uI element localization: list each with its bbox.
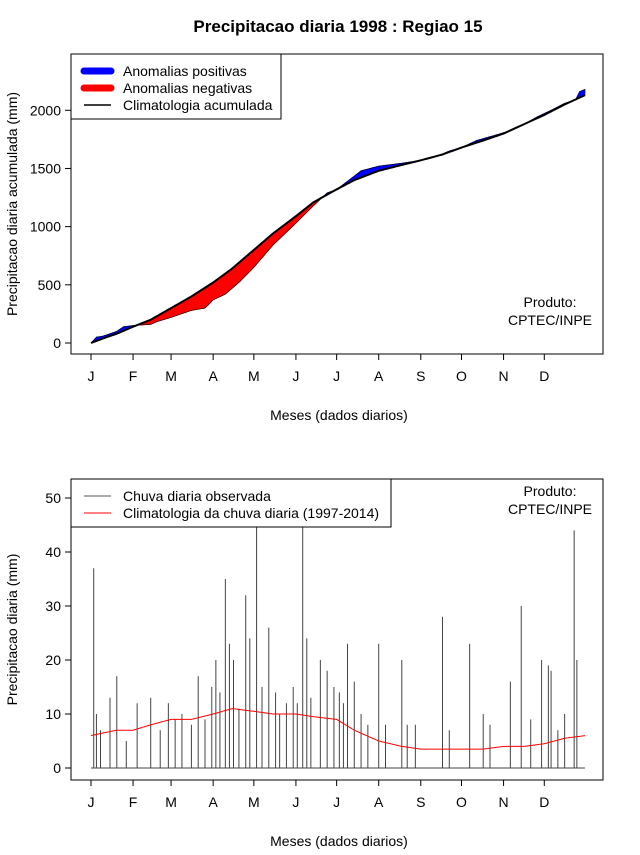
chart-panel-daily: 0 10 20 30 40 50 J F M A M J J A S O N D Meses (dados diar… [4,479,603,849]
x-tick-label: D [539,794,549,810]
y-tick-label: 50 [45,490,61,506]
x-tick-label: J [333,368,340,384]
legend-label: Chuva diaria observada [123,488,271,504]
x-tick-label: S [416,368,425,384]
x-tick-label: M [248,794,260,810]
observed-accumulated-line [91,89,585,343]
x-tick-label: A [208,368,218,384]
x-tick-label: F [129,368,138,384]
annotation-text: Produto: [524,294,577,310]
y-tick-label: 20 [45,652,61,668]
x-tick-label: J [333,794,340,810]
annotation-text: Produto: [524,483,577,499]
x-tick-label: N [499,368,509,384]
x-tick-label: J [292,794,299,810]
daily-climatology-line [91,709,585,750]
y-axis-title: Precipitacao diaria acumulada (mm) [4,92,20,316]
y-tick-label: 1500 [30,160,61,176]
anomaly-fills [91,89,585,343]
x-tick-label: F [129,794,138,810]
x-tick-label: A [374,368,384,384]
x-tick-label: J [292,368,299,384]
x-tick-label: O [456,368,467,384]
annotation-text: CPTEC/INPE [508,501,592,517]
x-tick-label: S [416,794,425,810]
y-tick-label: 10 [45,706,61,722]
legend-label: Anomalias negativas [123,80,252,96]
y-tick-label: 1000 [30,219,61,235]
y-tick-label: 0 [53,335,61,351]
x-tick-label: M [165,368,177,384]
x-tick-label: N [499,794,509,810]
x-tick-label: M [248,368,260,384]
x-tick-label: A [374,794,384,810]
legend-label: Climatologia acumulada [123,97,273,113]
x-tick-label: J [88,794,95,810]
legend-label: Climatologia da chuva diaria (1997-2014) [123,505,379,521]
x-tick-label: A [208,794,218,810]
chart-panel-accumulated: 0 500 1000 1500 2000 J F M A M J J A S O N D Meses (dados… [4,54,603,423]
x-tick-label: D [539,368,549,384]
x-tick-label: M [165,794,177,810]
x-tick-label: O [456,794,467,810]
y-tick-label: 500 [38,277,62,293]
y-axis-title: Precipitacao diaria (mm) [4,554,20,706]
chart-title: Precipitacao diaria 1998 : Regiao 15 [193,17,482,36]
y-tick-label: 2000 [30,102,61,118]
x-axis-title: Meses (dados diarios) [270,833,408,849]
y-tick-label: 0 [53,760,61,776]
x-axis-title: Meses (dados diarios) [270,407,408,423]
climatology-accumulated-line [91,95,585,343]
y-tick-label: 40 [45,544,61,560]
legend-label: Anomalias positivas [123,63,247,79]
annotation-text: CPTEC/INPE [508,312,592,328]
y-tick-label: 30 [45,598,61,614]
x-tick-label: J [88,368,95,384]
